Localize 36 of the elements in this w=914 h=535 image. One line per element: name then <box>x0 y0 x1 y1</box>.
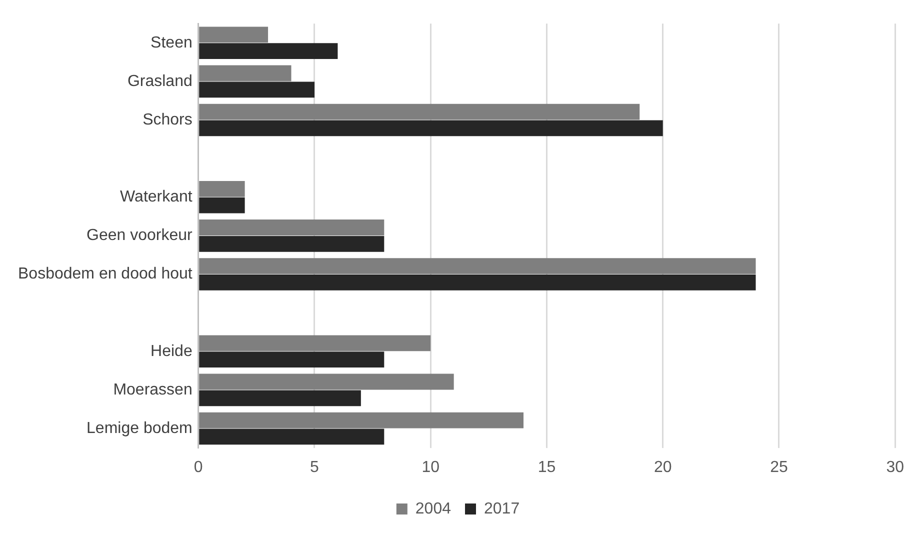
x-tick-label: 25 <box>770 458 788 476</box>
y-tick-label: Waterkant <box>120 188 193 206</box>
bar <box>199 26 268 43</box>
y-tick-label: Grasland <box>127 72 192 90</box>
x-tick-label: 5 <box>310 458 320 476</box>
bar <box>199 120 663 136</box>
legend-label: 2017 <box>484 500 520 518</box>
x-tick-label: 30 <box>886 458 904 476</box>
legend-label: 2004 <box>415 500 452 518</box>
bar <box>199 258 756 274</box>
x-tick-label: 15 <box>538 458 556 476</box>
bar <box>199 236 384 252</box>
bar <box>199 82 314 98</box>
bar <box>199 374 454 390</box>
bar <box>199 180 245 197</box>
y-tick-label: Steen <box>150 34 192 52</box>
y-tick-label: Schors <box>142 111 192 128</box>
bar <box>199 412 524 428</box>
bar <box>199 65 292 82</box>
bar <box>199 352 384 368</box>
bar <box>199 197 245 214</box>
bar <box>199 428 384 445</box>
bar <box>199 220 384 236</box>
y-tick-label: Lemige bodem <box>86 420 192 437</box>
bar <box>199 43 338 60</box>
bar <box>199 274 756 290</box>
y-tick-label: Heide <box>150 342 192 360</box>
x-tick-label: 10 <box>422 458 440 476</box>
y-tick-label: Moerassen <box>113 381 192 398</box>
y-tick-label: Geen voorkeur <box>86 227 194 244</box>
bar <box>199 104 640 120</box>
x-tick-label: 20 <box>654 458 672 476</box>
x-tick-label: 0 <box>194 458 203 476</box>
bar <box>199 390 361 406</box>
y-tick-label: Bosbodem en dood hout <box>18 266 193 283</box>
bar <box>199 335 431 352</box>
